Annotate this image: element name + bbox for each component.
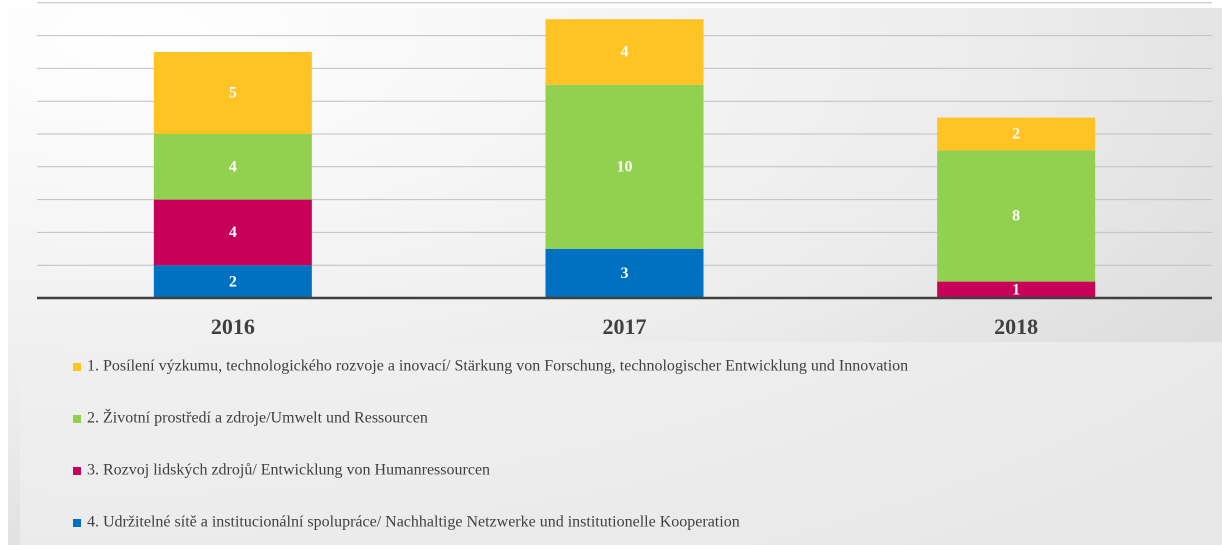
legend-swatch [73, 467, 81, 475]
data-label: 4 [621, 44, 629, 61]
data-label: 2 [1012, 126, 1020, 143]
legend-label: 3. Rozvoj lidských zdrojů/ Entwicklung v… [87, 462, 490, 479]
bar-segment [153, 265, 312, 298]
data-label: 2 [229, 273, 237, 290]
data-label: 1 [1012, 281, 1020, 298]
data-label: 4 [229, 224, 237, 241]
bar-segment [545, 19, 704, 85]
legend-label: 2. Životní prostředí a zdroje/Umwelt und… [87, 408, 428, 427]
bar-segment [545, 248, 704, 298]
data-label: 8 [1012, 208, 1020, 225]
legend-swatch [73, 415, 81, 423]
legend-label: 4. Udržitelné sítě a institucionální spo… [87, 514, 740, 531]
legend-panel [20, 342, 1222, 545]
data-label: 5 [229, 85, 237, 102]
legend-label: 1. Posílení výzkumu, technologického roz… [87, 358, 908, 375]
bar-segment [545, 84, 704, 249]
bar-segment [153, 134, 312, 200]
x-tick-label: 2016 [211, 314, 255, 339]
bar-segment [937, 117, 1096, 151]
bar-segment [937, 150, 1096, 282]
data-label: 10 [617, 158, 633, 175]
bar-segment [153, 199, 312, 266]
data-label: 4 [229, 158, 237, 175]
bar-segment [153, 52, 312, 134]
x-tick-label: 2017 [603, 314, 647, 339]
x-tick-label: 2018 [994, 314, 1038, 339]
legend-swatch [73, 519, 81, 527]
legend-swatch [73, 363, 81, 371]
bar-segment [937, 281, 1096, 298]
data-label: 3 [621, 265, 629, 282]
